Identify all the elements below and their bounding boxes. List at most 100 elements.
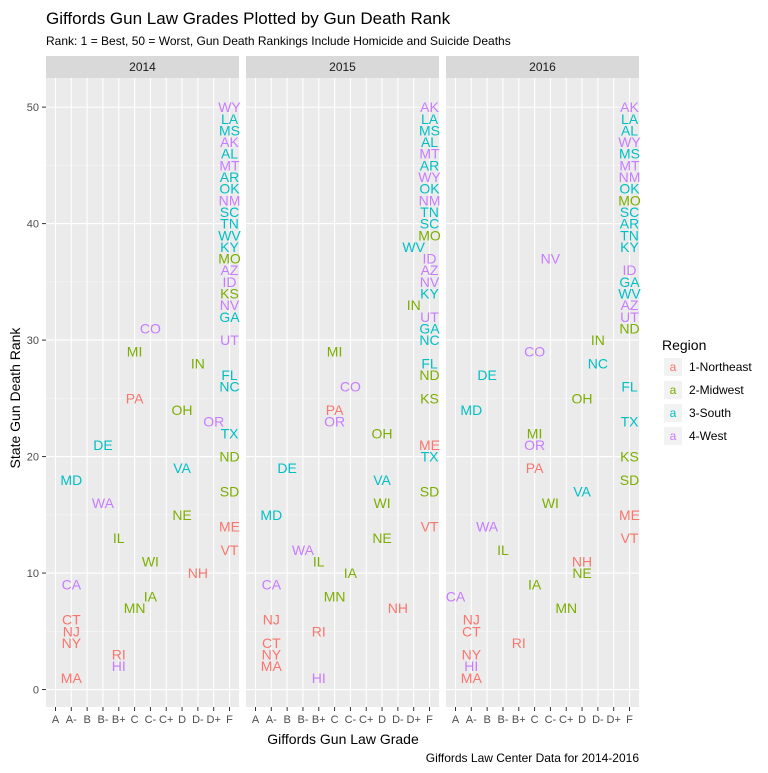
x-tick-label: D [178,714,186,726]
data-point-IA: IA [344,565,358,581]
data-point-LA: LA [221,111,239,127]
data-point-NE: NE [572,565,591,581]
data-point-PA: PA [126,390,144,406]
legend-key-glyph: a [670,429,677,443]
x-tick-label: B- [297,714,308,726]
data-point-MS: MS [219,122,240,138]
data-point-NV: NV [541,251,561,267]
legend-item-2-Midwest: a 2-Midwest [664,381,744,399]
data-point-IN: IN [591,332,605,348]
panel-background [46,78,239,707]
y-tick-label: 10 [27,568,39,580]
data-point-FL: FL [221,367,238,383]
data-point-RI: RI [512,635,526,651]
data-point-NJ: NJ [463,612,480,628]
x-tick-label: B+ [312,714,326,726]
data-point-VA: VA [573,484,591,500]
x-tick-label: B [283,714,290,726]
data-point-NJ: NJ [263,612,280,628]
x-tick-label: A [52,714,60,726]
data-point-IA: IA [528,577,542,593]
data-point-SC: SC [420,216,439,232]
data-point-MT: MT [419,146,440,162]
data-point-OR: OR [524,437,545,453]
data-point-GA: GA [219,309,240,325]
data-point-MD: MD [60,472,82,488]
data-point-NM: NM [619,169,641,185]
data-point-KS: KS [220,285,239,301]
y-tick-label: 40 [27,219,39,231]
data-point-WI: WI [542,495,559,511]
data-point-ID: ID [423,251,437,267]
x-tick-label: A [252,714,260,726]
data-point-AL: AL [221,146,238,162]
data-point-NE: NE [172,507,191,523]
data-point-IL: IL [313,553,325,569]
data-point-FL: FL [421,355,438,371]
y-axis: 0 10 20 30 40 50 [27,102,46,697]
x-tick-label: C [531,714,539,726]
x-tick-label: A- [66,714,77,726]
panel-background [446,78,639,707]
legend-item-3-South: a 3-South [664,404,731,422]
data-point-OR: OR [324,414,345,430]
data-point-CO: CO [140,320,161,336]
data-point-MN: MN [324,588,346,604]
data-point-AR: AR [420,157,439,173]
data-point-NC: NC [419,332,439,348]
data-point-WI: WI [373,495,390,511]
data-point-HI: HI [312,670,326,686]
data-point-OK: OK [619,181,640,197]
y-tick-label: 0 [33,685,39,697]
data-point-MS: MS [619,146,640,162]
y-tick-label: 20 [27,452,39,464]
data-point-IN: IN [191,355,205,371]
data-point-NC: NC [219,379,239,395]
data-point-IA: IA [144,588,158,604]
x-tick-label: C [331,714,339,726]
data-point-HI: HI [464,658,478,674]
data-point-RI: RI [112,647,126,663]
x-tick-label: B+ [112,714,126,726]
data-point-AK: AK [420,99,439,115]
y-axis-label: State Gun Death Rank [7,327,23,469]
data-point-ND: ND [619,320,639,336]
data-point-ID: ID [223,274,237,290]
data-point-AZ: AZ [421,262,439,278]
data-point-DE: DE [93,437,112,453]
legend-key-box [664,427,682,445]
data-point-NM: NM [219,192,241,208]
data-point-GA: GA [419,320,440,336]
data-point-MN: MN [555,600,577,616]
data-point-UT: UT [420,309,439,325]
data-point-AL: AL [421,134,438,150]
data-point-VA: VA [373,472,391,488]
data-point-NV: NV [220,297,240,313]
facet-strip-label: 2015 [329,60,356,74]
legend-key-box [664,358,682,376]
data-point-MS: MS [419,122,440,138]
x-tick-label: B [83,714,90,726]
data-point-MA: MA [261,658,283,674]
data-point-AR: AR [620,216,639,232]
x-tick-label: C+ [559,714,573,726]
legend-label: 1-Northeast [689,360,752,374]
data-point-TX: TX [621,414,640,430]
x-axis-label: Giffords Gun Law Grade [267,731,419,747]
data-point-VT: VT [421,518,439,534]
data-point-OK: OK [419,181,440,197]
x-tick-label: C- [545,714,557,726]
y-tick-label: 50 [27,102,39,114]
data-point-MI: MI [527,425,543,441]
data-point-MO: MO [618,192,641,208]
data-point-LA: LA [421,111,439,127]
data-point-CA: CA [62,577,82,593]
data-point-WA: WA [476,518,499,534]
x-tick-label: C [131,714,139,726]
x-tick-label: D- [592,714,604,726]
data-point-PA: PA [326,402,344,418]
legend-title: Region [662,337,706,353]
data-point-TX: TX [421,449,440,465]
data-point-ND: ND [419,367,439,383]
